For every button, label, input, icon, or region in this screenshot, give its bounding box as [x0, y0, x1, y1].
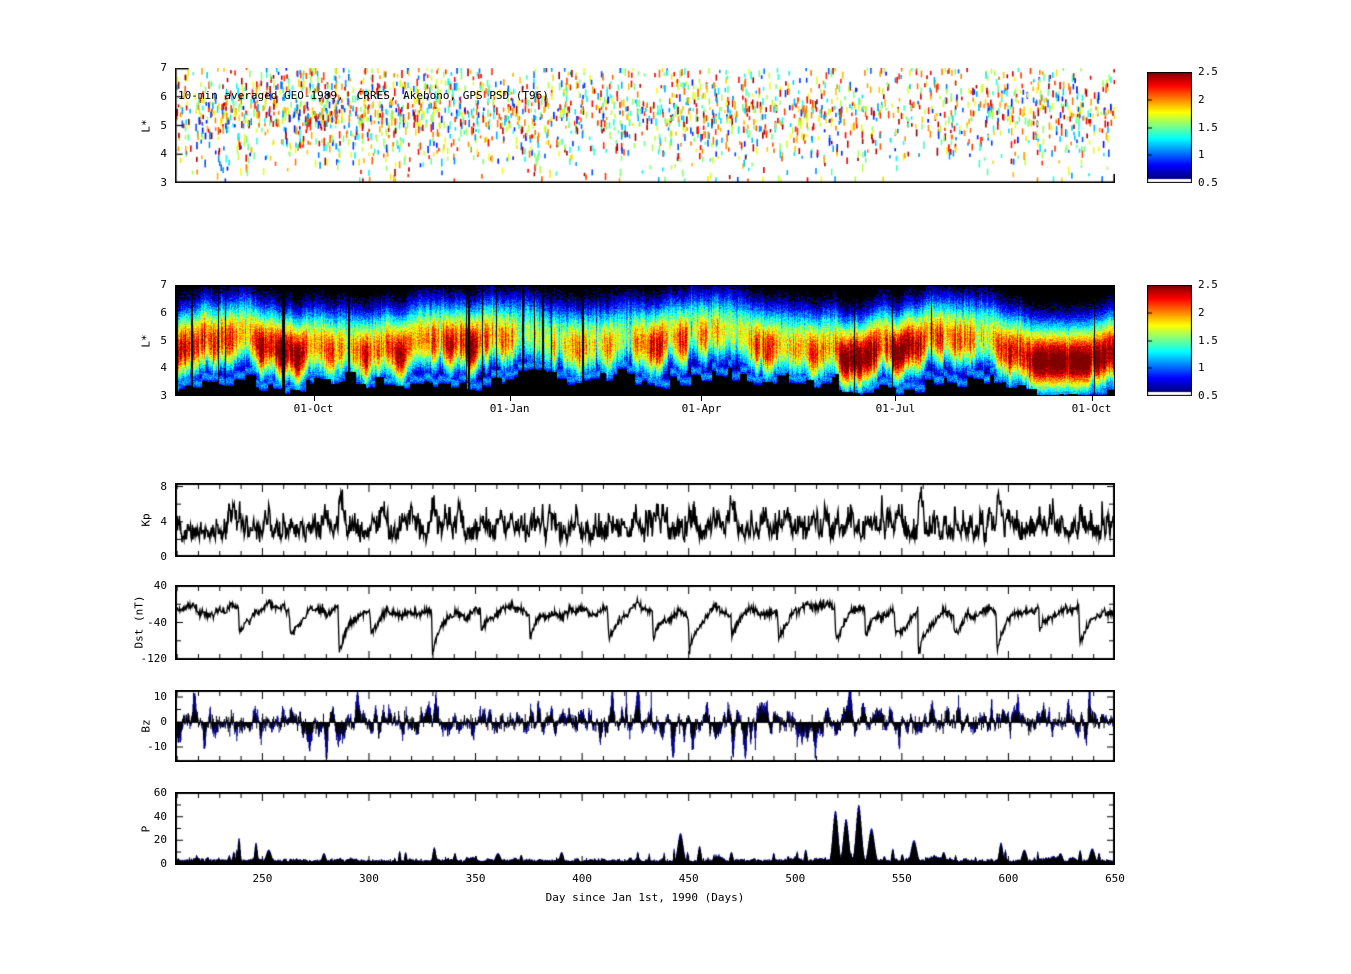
y-tick-label: -40: [147, 615, 167, 629]
colorbar-observed: [1147, 72, 1192, 183]
colorbar-tick-label: 1.5: [1198, 333, 1218, 347]
colorbar-model: [1147, 285, 1192, 396]
y-tick-label: 10: [153, 690, 167, 703]
dst-plot: [175, 585, 1115, 660]
y-tick-label: 8: [160, 479, 167, 493]
y-tick-label: 7: [160, 61, 167, 74]
y-tick-label: 4: [160, 514, 167, 528]
colorbar-tick-label: 2.5: [1198, 278, 1218, 291]
y-tick-label: 5: [160, 333, 167, 347]
psd-observed-title: 10-min averaged GEO-1989, CRRES, Akebono…: [178, 89, 549, 102]
x-tick-label: 250: [252, 872, 273, 885]
y-tick-label: 6: [160, 89, 167, 103]
colorbar-tick-label: 2: [1198, 305, 1205, 319]
y-tick-label: 5: [160, 118, 167, 132]
x-tick-label: 350: [465, 872, 486, 885]
y-tick-label: 40: [153, 578, 167, 592]
y-tick-label: -120: [140, 652, 168, 666]
kp-plot: [175, 483, 1115, 557]
x-tick-label: 300: [359, 872, 379, 885]
y-tick-label: 0: [160, 550, 167, 563]
colorbar-tick-label: 1.5: [1198, 120, 1218, 134]
month-tick-label: 01-Jan: [489, 402, 530, 415]
colorbar-tick-label: 2.5: [1198, 65, 1218, 78]
x-tick-label: 650: [1105, 872, 1125, 885]
month-tick-label: 01-Oct: [1071, 402, 1112, 415]
y-tick-label: 7: [160, 278, 167, 291]
psd-observed-plot: [175, 68, 1115, 183]
month-tick-label: 01-Apr: [681, 402, 722, 415]
month-tick-label: 01-Jul: [875, 402, 916, 415]
colorbar-tick-label: 0.5: [1198, 389, 1218, 402]
colorbar-tick-label: 2: [1198, 92, 1205, 106]
bz-plot: [175, 690, 1115, 762]
p-plot: [175, 792, 1115, 865]
x-tick-label: 600: [998, 872, 1019, 885]
y-tick-label: 0: [160, 715, 167, 728]
month-tick-mark: [313, 396, 315, 401]
x-tick-label: 550: [891, 872, 912, 885]
y-tick-label: -10: [147, 740, 167, 753]
y-tick-label: 3: [160, 389, 167, 402]
x-axis-label: Day since Jan 1st, 1990 (Days): [545, 891, 745, 904]
colorbar-tick-label: 1: [1198, 361, 1205, 375]
y-tick-label: 3: [160, 176, 167, 189]
y-tick-label: 4: [160, 147, 167, 161]
y-tick-label: 20: [153, 833, 167, 847]
y-tick-label: 40: [153, 809, 167, 823]
y-tick-label: 4: [160, 361, 167, 375]
month-tick-mark: [701, 396, 703, 401]
y-tick-label: 0: [160, 856, 167, 870]
month-tick-mark: [509, 396, 511, 401]
x-tick-label: 450: [678, 872, 699, 885]
colorbar-tick-label: 0.5: [1198, 176, 1218, 189]
month-tick-mark: [895, 396, 897, 401]
y-tick-label: 6: [160, 305, 167, 319]
month-tick-label: 01-Oct: [293, 402, 334, 415]
psd-model-plot: [175, 285, 1115, 396]
month-tick-mark: [1091, 396, 1093, 401]
x-tick-label: 400: [572, 872, 593, 885]
x-tick-label: 500: [785, 872, 806, 885]
y-tick-label: 60: [153, 786, 167, 800]
colorbar-tick-label: 1: [1198, 148, 1205, 162]
p-ylabel: P: [139, 825, 153, 833]
